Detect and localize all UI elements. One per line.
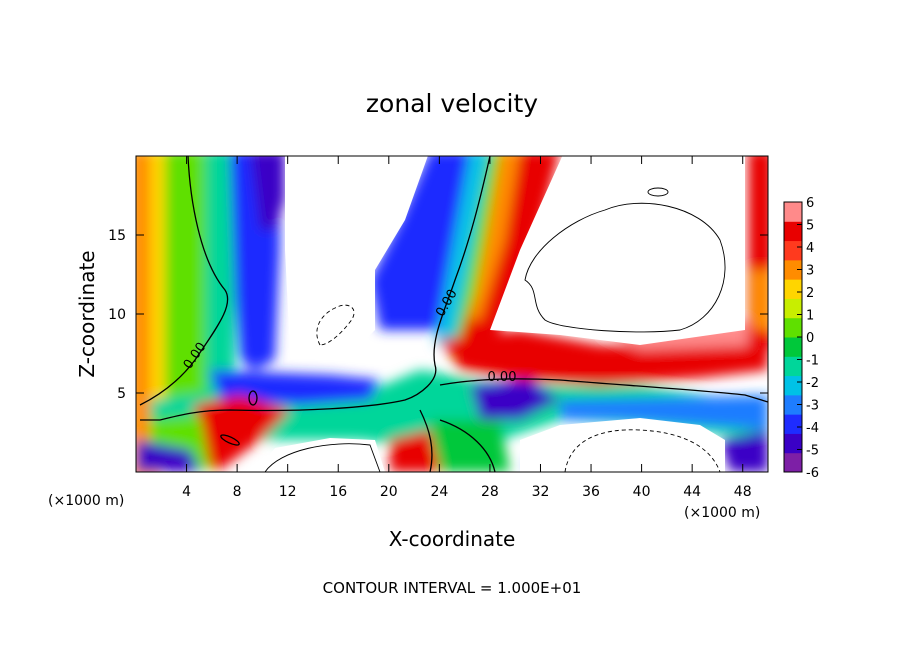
contour-lines xyxy=(139,156,768,472)
x-tick-label: 16 xyxy=(329,484,347,500)
contour-dashed-left xyxy=(316,304,355,346)
y-axis-ticks: 5 10 15 xyxy=(108,228,768,402)
field-bottom-center-red xyxy=(390,430,440,472)
field-bottom-purple-left xyxy=(136,440,200,472)
field-orange-branch xyxy=(470,156,519,320)
contour-thin-bottom-left xyxy=(264,443,381,472)
y-tick-label: 15 xyxy=(108,228,126,244)
contour-interval-footer: CONTOUR INTERVAL = 1.000E+01 xyxy=(323,579,582,597)
colorbar-swatch xyxy=(784,337,802,357)
colorbar-swatch xyxy=(784,452,802,473)
field-red-band xyxy=(440,330,768,385)
colorbar-swatch xyxy=(784,279,802,299)
colorbar-tick-label: -3 xyxy=(806,399,819,414)
mask-upper-right-white xyxy=(490,156,745,345)
contour-zero-center xyxy=(140,156,491,421)
x-tick-label: 4 xyxy=(182,484,191,500)
colorbar-tick-label: 2 xyxy=(806,286,814,301)
contour-zero-left xyxy=(139,156,229,406)
field-lower-deep-blue xyxy=(210,370,380,405)
contour-thin-right xyxy=(524,202,726,333)
velocity-field: 0.00 0.00 0.00 xyxy=(136,156,768,472)
colorbar-tick-label: 3 xyxy=(806,264,814,279)
contour-label-right: 0.00 xyxy=(488,370,517,385)
colorbar-swatch xyxy=(784,317,802,338)
chart-title: zonal velocity xyxy=(366,89,538,118)
colorbar-tick-label: 0 xyxy=(806,331,814,346)
colorbar-swatch xyxy=(784,259,802,280)
y-tick-label: 10 xyxy=(108,307,126,323)
colorbar-tick-label: 6 xyxy=(806,196,814,211)
field-bottom-center-green xyxy=(430,420,510,472)
colorbar-tick-label: -2 xyxy=(806,376,819,391)
x-unit-label-left: (×1000 m) xyxy=(48,493,124,509)
colorbar-tick-label: -1 xyxy=(806,354,819,369)
colorbar-swatch xyxy=(784,298,802,319)
x-tick-label: 20 xyxy=(380,484,398,500)
colorbar-swatch xyxy=(784,414,802,434)
x-axis-ticks: 4 8 12 16 20 24 28 32 36 40 44 48 xyxy=(182,156,752,500)
field-lower-right-blue xyxy=(470,380,560,420)
contour-zero-lower xyxy=(439,378,768,403)
contour-zero-bottom xyxy=(419,409,496,472)
field-right-edge-orange xyxy=(752,270,768,330)
colorbar-swatch xyxy=(784,240,802,261)
field-left-cyan xyxy=(205,156,235,400)
colorbar-tick-label: -4 xyxy=(806,421,819,436)
colorbar-swatch xyxy=(784,356,802,377)
x-tick-label: 48 xyxy=(734,484,752,500)
colorbar-swatch xyxy=(784,202,802,222)
contour-small-ellipse-bottom xyxy=(220,434,240,446)
x-tick-label: 24 xyxy=(430,484,448,500)
x-axis-label: X-coordinate xyxy=(389,527,516,551)
x-tick-label: 8 xyxy=(233,484,242,500)
x-tick-label: 40 xyxy=(633,484,651,500)
x-unit-label-right: (×1000 m) xyxy=(684,505,760,521)
field-bottom-right-purple xyxy=(720,430,768,472)
colorbar-tick-label: 5 xyxy=(806,219,814,234)
colorbar-swatch xyxy=(784,394,802,415)
field-left-purple-band xyxy=(250,156,285,230)
colorbar-swatch xyxy=(784,221,802,242)
mask-upper-left-white xyxy=(285,156,428,360)
colorbar-swatch xyxy=(784,433,802,454)
mask-bottom-right-white xyxy=(520,418,725,472)
x-tick-label: 44 xyxy=(683,484,701,500)
colorbar-tick-label: -6 xyxy=(806,466,819,481)
colorbar-tick-label: 1 xyxy=(806,309,814,324)
y-axis-label: Z-coordinate xyxy=(75,250,99,377)
field-bottom-left-red xyxy=(190,395,290,470)
colorbar: 6 5 4 3 2 1 0 -1 -2 -3 -4 -5 -6 xyxy=(783,196,819,481)
field-lower-right-cyan xyxy=(560,395,768,430)
y-tick-label: 5 xyxy=(117,386,126,402)
colorbar-swatch xyxy=(784,375,802,396)
contour-thin-small-ellipse xyxy=(647,187,669,197)
x-tick-label: 36 xyxy=(582,484,600,500)
x-tick-label: 28 xyxy=(481,484,499,500)
colorbar-tick-label: 4 xyxy=(806,241,814,256)
contour-small-ellipse-left xyxy=(248,390,258,406)
x-tick-label: 12 xyxy=(279,484,297,500)
x-tick-label: 32 xyxy=(532,484,550,500)
colorbar-tick-label: -5 xyxy=(806,444,819,459)
mask-bottom-left-white xyxy=(255,438,385,472)
field-center-blue-diagonal xyxy=(370,156,489,330)
